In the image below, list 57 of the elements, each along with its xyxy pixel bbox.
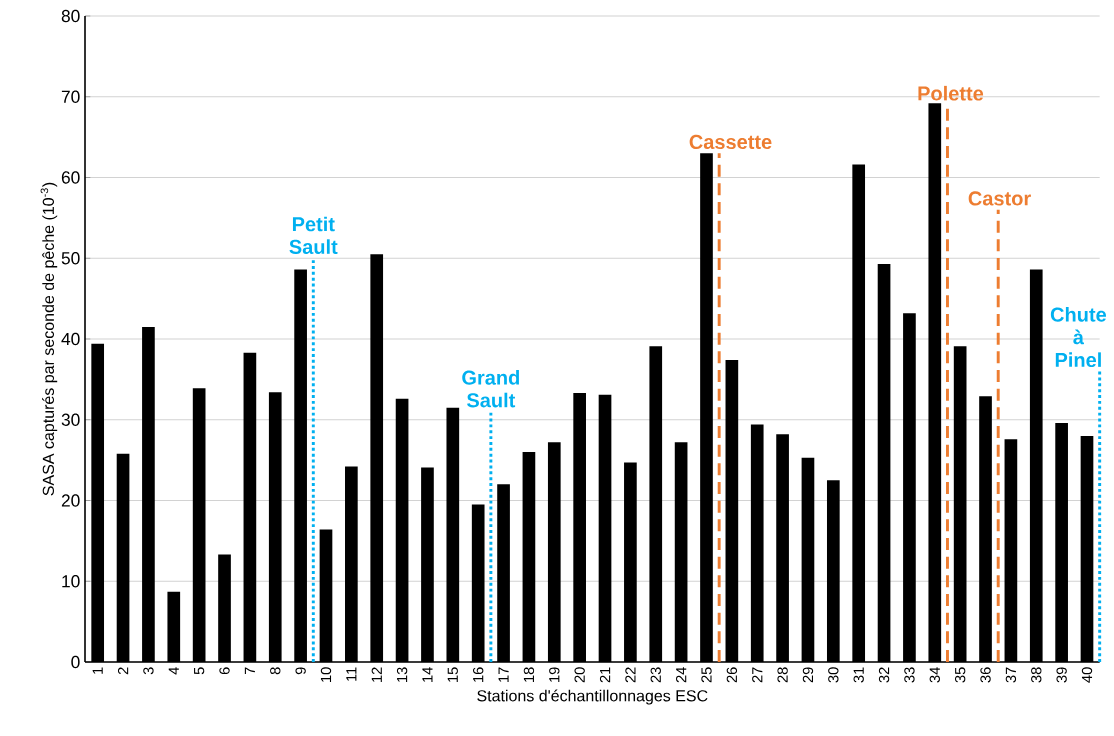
x-tick-label: 32 [878,667,890,683]
x-tick-label: 31 [853,667,864,683]
x-tick-label: 38 [1031,667,1042,683]
annotation: Petit Sault [289,216,338,254]
x-tick-label: 1 [92,667,103,674]
x-tick-label: 14 [422,667,433,682]
y-tick-label: 50 [61,252,80,265]
y-tick-label: 80 [61,9,80,23]
x-tick-label: 5 [194,667,205,675]
x-tick-label: 37 [1005,667,1017,683]
y-tick-label: 70 [61,90,80,103]
x-tick-label: 21 [599,667,611,683]
x-tick-label: 26 [726,667,738,683]
x-tick-label: 22 [625,667,636,683]
x-tick-label: 10 [320,667,332,682]
x-tick-label: 17 [498,667,509,682]
x-tick-label: 30 [828,667,839,683]
y-tick-label: 30 [61,413,80,426]
x-tick-label: 24 [676,667,687,683]
x-tick-label: 20 [574,667,585,683]
annotation: Castor [968,191,1031,206]
x-tick-label: 39 [1056,667,1067,683]
x-tick-label: 18 [523,667,535,682]
x-tick-label: 7 [244,667,255,675]
annotation: Grand Sault [462,370,519,408]
x-tick-label: 16 [473,667,484,682]
annotation: Chute à Pinel [1050,307,1107,368]
x-tick-label: 33 [904,667,915,683]
y-tick-label: 60 [61,171,80,184]
x-axis-title: Stations d'échantillonnages ESC [477,689,708,705]
x-tick-label: 13 [396,667,408,682]
y-axis-title: SASA capturés par seconde de pêche (10$^{-3}$) [40,182,58,496]
x-tick-label: 25 [701,667,712,683]
x-tick-label: 29 [802,667,814,683]
annotation: Cassette [689,134,772,149]
x-tick-label: 35 [954,667,966,683]
x-tick-label: 2 [117,667,129,675]
annotation: Polette [918,85,984,101]
x-tick-label: 27 [752,667,763,683]
x-tick-label: 8 [270,667,281,675]
x-tick-label: 15 [447,667,458,682]
x-tick-label: 9 [295,667,306,675]
x-tick-label: 11 [346,667,357,681]
y-tick-label: 0 [71,655,80,669]
y-tick-label: 40 [61,332,80,346]
x-tick-label: 28 [777,667,788,683]
x-tick-label: 6 [219,667,230,675]
x-tick-label: 12 [371,667,382,682]
x-tick-label: 3 [143,667,154,675]
y-tick-label: 10 [62,575,80,588]
x-tick-label: 34 [929,667,940,683]
x-tick-label: 4 [168,667,179,675]
x-tick-label: 36 [980,667,991,683]
y-tick-label: 20 [61,494,80,507]
x-tick-label: 19 [549,667,560,682]
x-tick-label: 40 [1081,667,1093,683]
x-tick-label: 23 [650,667,661,683]
